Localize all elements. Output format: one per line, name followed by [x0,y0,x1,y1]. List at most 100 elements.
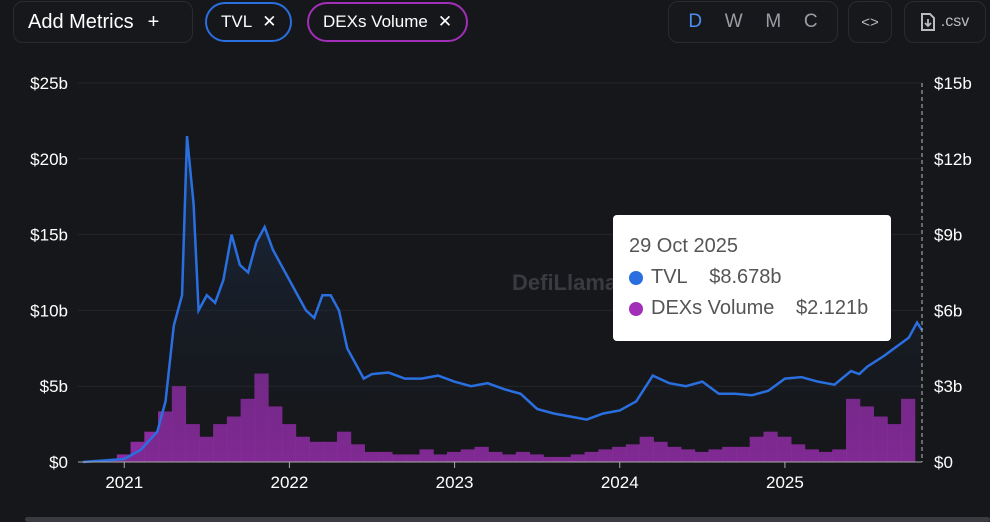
right-axis-tick: $0 [934,453,953,472]
dex-volume-bar [749,436,764,462]
dex-volume-bar [529,454,544,462]
dex-volume-bar [488,451,503,462]
tvl-dot-icon [629,270,643,285]
dex-volume-bar [832,449,847,462]
left-axis-tick: $10b [30,301,68,320]
tooltip-value: $8.678b [709,266,782,288]
chart-range-scrollbar[interactable] [25,517,990,522]
metric-chip-tvl[interactable]: TVL ✕ [205,2,293,42]
dex-volume-bar [240,398,255,462]
right-axis-tick: $9b [934,226,962,245]
x-axis-tick: 2022 [270,473,308,492]
x-axis-tick: 2023 [436,473,474,492]
code-icon: <> [861,13,879,31]
dex-volume-bar [130,441,145,462]
dex-volume-bar [777,436,792,462]
dex-volume-bar [226,416,242,462]
file-download-icon [920,13,935,31]
tooltip-label: DEXs Volume [651,297,775,319]
dex-volume-bar [625,444,641,462]
dex-volume-bar [694,451,709,462]
dex-volume-bar [213,424,228,462]
dex-volume-bar [350,444,365,462]
dex-volume-bar [295,436,310,462]
embed-button[interactable]: <> [848,1,892,43]
csv-label: .csv [940,13,970,30]
plus-icon: + [147,10,160,33]
period-weekly[interactable]: W [724,11,743,32]
dex-volume-bar [639,436,654,462]
dex-volume-bar [570,454,586,462]
period-cumulative[interactable]: C [803,11,818,32]
right-axis-tick: $12b [934,150,972,169]
dex-volume-bar [901,398,916,462]
chip-label: DEXs Volume [323,12,428,31]
dex-volume-bar [144,431,159,462]
tooltip-value: $2.121b [795,297,869,319]
dex-volume-bar [543,456,558,462]
dex-volume-bar [309,441,324,462]
dex-volume-bar [653,441,668,462]
tooltip-row-dexs-volume: DEXs Volume $2.121b [629,297,875,320]
tooltip-row-tvl: TVL $8.678b [629,266,875,289]
close-icon[interactable]: ✕ [437,12,453,31]
add-metrics-button[interactable]: Add Metrics + [13,1,193,43]
dex-volume-bar [680,449,696,462]
download-csv-button[interactable]: .csv [904,1,986,43]
dex-volume-bar [89,460,104,462]
tooltip-date: 29 Oct 2025 [629,235,738,257]
dex-volume-bar [199,436,214,462]
dex-volume-bar [735,446,751,462]
x-axis-tick: 2025 [766,473,804,492]
dex-volume-bar [708,449,723,462]
dex-volume-bar [460,449,476,462]
left-axis-tick: $20b [30,150,68,169]
right-axis-tick: $15b [934,74,972,93]
dex-volume-bar [474,446,489,462]
dex-volume-bar [887,424,902,462]
period-daily[interactable]: D [688,11,703,32]
dex-volume-bar [268,406,283,462]
x-axis-tick: 2021 [105,473,143,492]
tooltip-label: TVL [651,266,688,288]
dex-volume-bar [391,454,407,462]
dex-volume-bar [873,416,888,462]
dex-volume-bar [763,431,778,462]
period-monthly[interactable]: M [765,11,782,32]
add-metrics-label: Add Metrics [28,10,134,33]
right-axis-tick: $3b [934,377,962,396]
close-icon[interactable]: ✕ [262,12,277,31]
chip-label: TVL [221,12,253,31]
dex-volume-bar [804,449,819,462]
x-axis-tick: 2024 [601,473,639,492]
dex-volume-bar [502,454,517,462]
left-axis-tick: $25b [30,74,68,93]
dex-volume-bar [433,454,448,462]
watermark: DefiLlama [512,270,618,295]
metric-chip-dexs-volume[interactable]: DEXs Volume ✕ [307,2,469,42]
dex-volume-bar [557,456,572,462]
dex-volume-bar [818,451,833,462]
dex-volume-bar [667,446,682,462]
dex-volume-bar [405,454,420,462]
dex-volume-bar [103,459,118,462]
right-axis-tick: $6b [934,301,962,320]
dex-volume-bar [171,386,187,462]
dex-volume-bar [323,441,338,462]
dex-volume-bar [378,451,393,462]
dex-dot-icon [629,301,643,316]
dex-volume-bar [845,398,861,462]
dex-volume-bar [598,449,613,462]
dex-volume-bar [364,451,379,462]
left-axis-tick: $5b [40,377,68,396]
dex-volume-bar [254,373,269,462]
dex-volume-bar [859,406,875,462]
dex-volume-bar [515,451,531,462]
dex-volume-bar [185,424,200,462]
dex-volume-bar [790,444,806,462]
dex-volume-bar [158,411,173,462]
dex-volume-bar [447,451,462,462]
dex-volume-bar [336,431,352,462]
dex-volume-bar [419,449,434,462]
left-axis-tick: $0 [49,453,68,472]
